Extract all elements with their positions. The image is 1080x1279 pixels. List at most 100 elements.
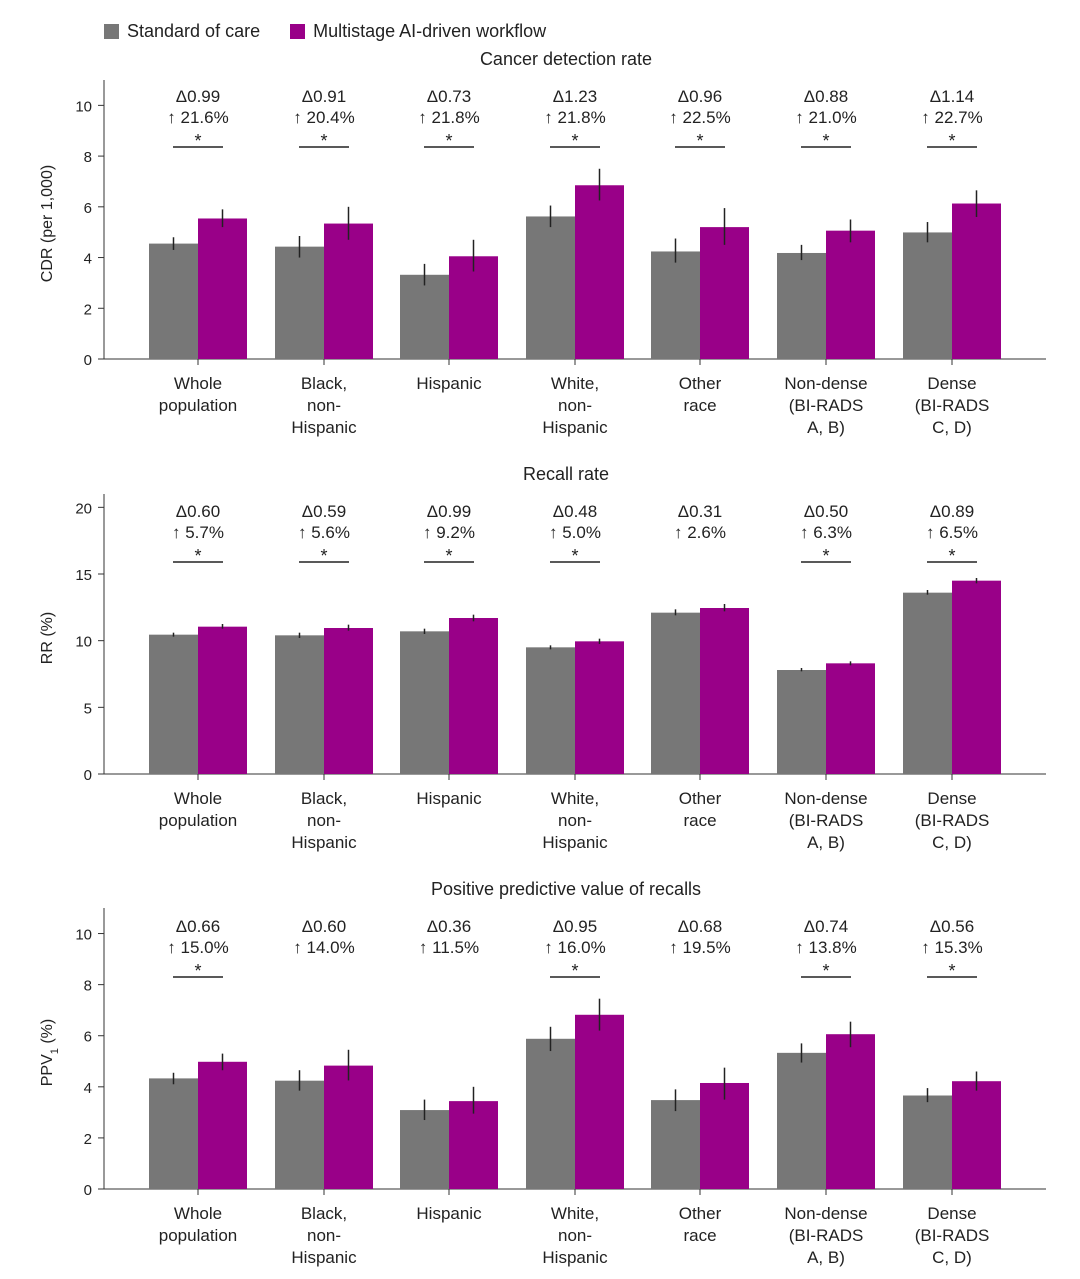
annotation-percent: ↑ 6.5% — [926, 523, 978, 542]
annotation-delta: Δ0.60 — [302, 917, 346, 936]
x-tick-label: Hispanic — [542, 1248, 608, 1267]
annotation-delta: Δ0.60 — [176, 502, 220, 521]
bar-ai — [575, 641, 624, 774]
bar-standard — [903, 592, 952, 774]
x-tick-label: White, — [551, 374, 599, 393]
significance-star: * — [445, 131, 452, 151]
legend-item-ai: Multistage AI-driven workflow — [290, 21, 546, 42]
x-tick-label: A, B) — [807, 418, 845, 437]
x-tick-label: race — [683, 1226, 716, 1245]
x-tick-label: non- — [558, 811, 592, 830]
annotation-delta: Δ1.14 — [930, 87, 974, 106]
bar-ai — [575, 185, 624, 359]
x-tick-label: Non-dense — [784, 374, 867, 393]
x-tick-label: Hispanic — [416, 789, 482, 808]
y-axis-label: RR (%) — [39, 612, 56, 664]
x-tick-label: population — [159, 1226, 237, 1245]
significance-star: * — [320, 131, 327, 151]
x-tick-label: C, D) — [932, 1248, 972, 1267]
annotation-delta: Δ0.95 — [553, 917, 597, 936]
x-tick-label: Hispanic — [291, 418, 357, 437]
x-tick-label: Dense — [927, 1204, 976, 1223]
x-tick-label: A, B) — [807, 1248, 845, 1267]
x-tick-label: C, D) — [932, 418, 972, 437]
y-tick-label: 5 — [84, 700, 92, 717]
chart-title: Cancer detection rate — [480, 49, 652, 69]
x-tick-label: White, — [551, 789, 599, 808]
annotation-delta: Δ0.91 — [302, 87, 346, 106]
bar-ai — [700, 608, 749, 774]
x-tick-label: population — [159, 396, 237, 415]
annotation-percent: ↑ 21.8% — [544, 108, 605, 127]
bar-standard — [777, 670, 826, 774]
annotation-percent: ↑ 5.7% — [172, 523, 224, 542]
x-tick-label: population — [159, 811, 237, 830]
annotation-percent: ↑ 21.8% — [418, 108, 479, 127]
significance-star: * — [194, 546, 201, 566]
y-tick-label: 0 — [84, 352, 92, 369]
bar-standard — [903, 232, 952, 359]
significance-star: * — [571, 961, 578, 981]
x-tick-label: Whole — [174, 1204, 222, 1223]
x-tick-label: (BI-RADS — [789, 396, 864, 415]
x-tick-label: Whole — [174, 789, 222, 808]
x-tick-label: non- — [307, 1226, 341, 1245]
bar-ai — [324, 628, 373, 774]
x-tick-label: Non-dense — [784, 789, 867, 808]
significance-star: * — [194, 961, 201, 981]
y-tick-label: 10 — [75, 927, 92, 944]
legend-swatch-ai — [290, 23, 306, 39]
bar-ai — [198, 1061, 247, 1189]
x-tick-label: A, B) — [807, 833, 845, 852]
x-tick-label: race — [683, 396, 716, 415]
bar-standard — [777, 252, 826, 359]
annotation-delta: Δ0.99 — [427, 502, 471, 521]
y-tick-label: 4 — [84, 251, 92, 268]
annotation-delta: Δ0.88 — [804, 87, 848, 106]
annotation-percent: ↑ 14.0% — [293, 938, 354, 957]
x-tick-label: Hispanic — [416, 374, 482, 393]
bar-ai — [449, 1101, 498, 1189]
bar-standard — [777, 1052, 826, 1189]
significance-star: * — [948, 546, 955, 566]
y-tick-label: 8 — [84, 978, 92, 995]
x-tick-label: (BI-RADS — [789, 1226, 864, 1245]
y-tick-label: 0 — [84, 1182, 92, 1199]
annotation-percent: ↑ 21.6% — [167, 108, 228, 127]
annotation-delta: Δ0.50 — [804, 502, 848, 521]
x-tick-label: Hispanic — [542, 833, 608, 852]
bar-ai — [449, 256, 498, 359]
bar-ai — [449, 618, 498, 774]
annotation-percent: ↑ 15.0% — [167, 938, 228, 957]
bar-ai — [952, 203, 1001, 359]
bar-standard — [400, 631, 449, 774]
x-tick-label: Hispanic — [416, 1204, 482, 1223]
x-tick-label: Other — [679, 1204, 722, 1223]
significance-star: * — [194, 131, 201, 151]
annotation-percent: ↑ 22.5% — [669, 108, 730, 127]
bar-standard — [275, 1080, 324, 1189]
bar-standard — [275, 635, 324, 774]
bar-ai — [826, 663, 875, 774]
annotation-percent: ↑ 22.7% — [921, 108, 982, 127]
annotation-percent: ↑ 9.2% — [423, 523, 475, 542]
y-tick-label: 4 — [84, 1080, 92, 1097]
bar-standard — [400, 1110, 449, 1189]
x-tick-label: Dense — [927, 374, 976, 393]
x-tick-label: (BI-RADS — [915, 396, 990, 415]
annotation-delta: Δ0.36 — [427, 917, 471, 936]
x-tick-label: non- — [307, 396, 341, 415]
bar-standard — [275, 246, 324, 359]
x-tick-label: non- — [307, 811, 341, 830]
annotation-delta: Δ0.99 — [176, 87, 220, 106]
annotation-percent: ↑ 13.8% — [795, 938, 856, 957]
y-tick-label: 10 — [75, 98, 92, 115]
annotation-percent: ↑ 11.5% — [419, 938, 479, 957]
bar-standard — [149, 1078, 198, 1189]
annotation-delta: Δ0.68 — [678, 917, 722, 936]
legend-label-ai: Multistage AI-driven workflow — [313, 20, 547, 41]
x-tick-label: Non-dense — [784, 1204, 867, 1223]
x-tick-label: non- — [558, 396, 592, 415]
significance-star: * — [445, 546, 452, 566]
annotation-percent: ↑ 6.3% — [800, 523, 852, 542]
